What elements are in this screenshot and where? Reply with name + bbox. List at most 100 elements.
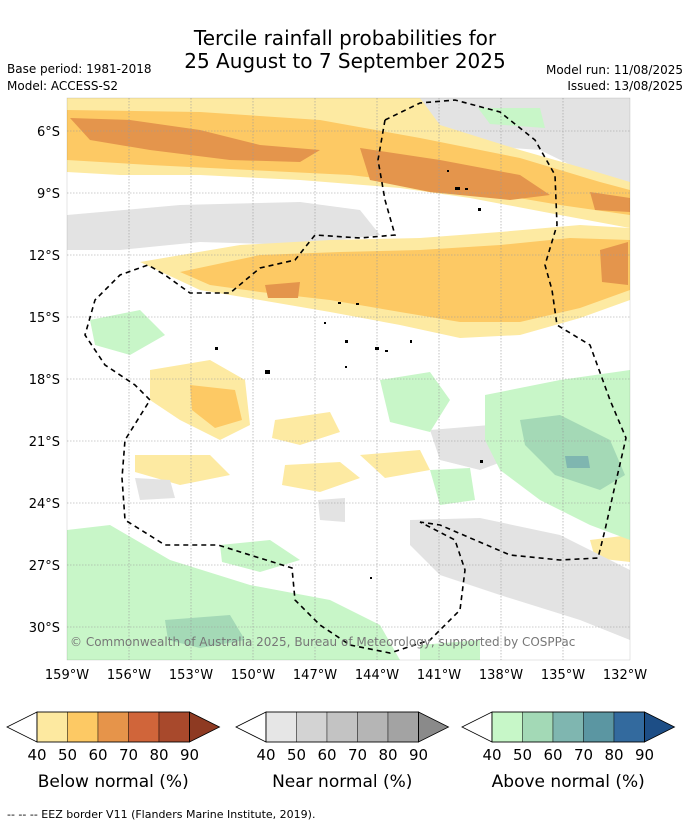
map-panel: © Commonwealth of Australia 2025, Bureau… — [66, 97, 631, 661]
island-mark — [356, 303, 359, 305]
colorbar-segment — [97, 711, 129, 743]
island-mark — [375, 347, 379, 350]
colorbar-segment — [583, 711, 615, 743]
near-normal-region — [410, 518, 630, 640]
island-mark — [324, 322, 326, 324]
lat-tick-label: 9°S — [37, 187, 60, 202]
colorbar-title: Below normal (%) — [38, 772, 189, 792]
colorbar-segment — [387, 711, 419, 743]
lon-tick-label: 144°W — [355, 668, 399, 683]
below-normal-band — [360, 148, 550, 200]
below-normal-patch — [190, 385, 242, 428]
above-normal-region — [520, 415, 625, 490]
lat-tick-label: 18°S — [29, 373, 60, 388]
colorbar-segment — [522, 711, 554, 743]
colorbar-above-normal: 40 50 60 70 80 90 Above normal (%) — [461, 711, 676, 792]
colorbar-tick-label: 80 — [604, 746, 623, 764]
colorbar-tick-label: 50 — [287, 746, 306, 764]
islands — [215, 170, 483, 579]
lat-tick-label: 15°S — [29, 311, 60, 326]
island-mark — [385, 350, 388, 352]
below-normal-patch — [360, 450, 430, 478]
map-title-line2: 25 August to 7 September 2025 — [184, 49, 506, 73]
latitude-labels: 6°S 9°S 12°S 15°S 18°S 21°S 24°S 27°S 30… — [29, 125, 60, 636]
colorbar-segment — [128, 711, 160, 743]
island-mark — [480, 460, 483, 463]
island-mark — [345, 340, 348, 343]
lon-tick-label: 138°W — [479, 668, 523, 683]
map-figure: © Commonwealth of Australia 2025, Bureau… — [6, 97, 676, 792]
colorbar-title: Above normal (%) — [492, 772, 645, 792]
model-run: Model run: 11/08/2025 — [545, 63, 683, 77]
near-normal-region — [135, 478, 175, 500]
colorbar-below-normal: 40 50 60 70 80 90 Below normal (%) — [6, 711, 221, 792]
colorbar-underflow-triangle — [461, 711, 493, 743]
island-mark — [465, 188, 468, 190]
lon-tick-label: 147°W — [293, 668, 337, 683]
above-normal-region — [478, 108, 545, 128]
colorbar-tick-label: 60 — [317, 746, 336, 764]
copyright-notice: © Commonwealth of Australia 2025, Bureau… — [70, 635, 575, 649]
lon-tick-label: 156°W — [107, 668, 151, 683]
colorbar-tick-label: 70 — [348, 746, 367, 764]
below-normal-patch — [272, 412, 340, 445]
colorbar-outline — [491, 711, 645, 743]
colorbar-tick-label: 50 — [58, 746, 77, 764]
above-normal-region — [67, 525, 400, 660]
lon-tick-label: 150°W — [231, 668, 275, 683]
island-mark — [447, 170, 449, 172]
eez-border-line — [84, 119, 466, 654]
island-mark — [478, 208, 481, 211]
island-mark — [370, 577, 372, 579]
lat-tick-label: 30°S — [29, 621, 60, 636]
near-normal-region — [318, 498, 345, 522]
island-mark — [215, 347, 218, 350]
colorbar-segment — [552, 711, 584, 743]
lon-tick-label: 153°W — [169, 668, 213, 683]
near-normal-region — [67, 202, 380, 250]
above-normal-region — [90, 310, 165, 355]
below-normal-patch — [282, 462, 360, 492]
colorbar-outline — [265, 711, 419, 743]
lat-tick-label: 24°S — [29, 497, 60, 512]
lat-tick-label: 6°S — [37, 125, 60, 140]
lat-tick-label: 27°S — [29, 559, 60, 574]
lon-tick-label: 159°W — [45, 668, 89, 683]
colorbar-overflow-triangle — [189, 711, 221, 743]
colorbar-overflow-triangle — [418, 711, 450, 743]
colorbar-underflow-triangle — [235, 711, 267, 743]
colorbar-segment — [36, 711, 68, 743]
colorbar-segment — [158, 711, 190, 743]
colorbar-title: Near normal (%) — [272, 772, 412, 792]
lat-tick-label: 21°S — [29, 435, 60, 450]
above-normal-region — [380, 372, 450, 432]
colorbar-overflow-triangle — [644, 711, 676, 743]
colorbar-tick-label: 70 — [574, 746, 593, 764]
colorbar-tick-label: 90 — [635, 746, 654, 764]
map-frame — [66, 97, 631, 661]
above-normal-region — [565, 456, 590, 468]
colorbar-tick-label: 90 — [409, 746, 428, 764]
near-normal-region — [420, 98, 630, 185]
colorbar-segment — [67, 711, 99, 743]
model-name: Model: ACCESS-S2 — [7, 79, 119, 93]
lon-tick-label: 135°W — [541, 668, 585, 683]
colorbar-outline — [36, 711, 190, 743]
colorbar-tick-label: 60 — [88, 746, 107, 764]
colorbar-segment — [265, 711, 297, 743]
island-mark — [338, 302, 341, 304]
colorbar-tick-label: 80 — [149, 746, 168, 764]
below-normal-band — [180, 238, 630, 322]
longitude-labels: 159°W 156°W 153°W 150°W 147°W 144°W 141°… — [45, 668, 647, 683]
colorbar-tick-label: 60 — [543, 746, 562, 764]
lon-tick-label: 132°W — [603, 668, 647, 683]
colorbar-segment — [357, 711, 389, 743]
colorbar-tick-label: 80 — [378, 746, 397, 764]
colorbar-segment — [296, 711, 328, 743]
below-normal-band — [590, 192, 630, 212]
colorbar-segment — [613, 711, 645, 743]
colorbar-tick-label: 40 — [27, 746, 46, 764]
eez-footnote: -- -- -- EEZ border V11 (Flanders Marine… — [7, 808, 316, 821]
colorbar-tick-label: 90 — [180, 746, 199, 764]
below-normal-patch — [135, 455, 230, 485]
